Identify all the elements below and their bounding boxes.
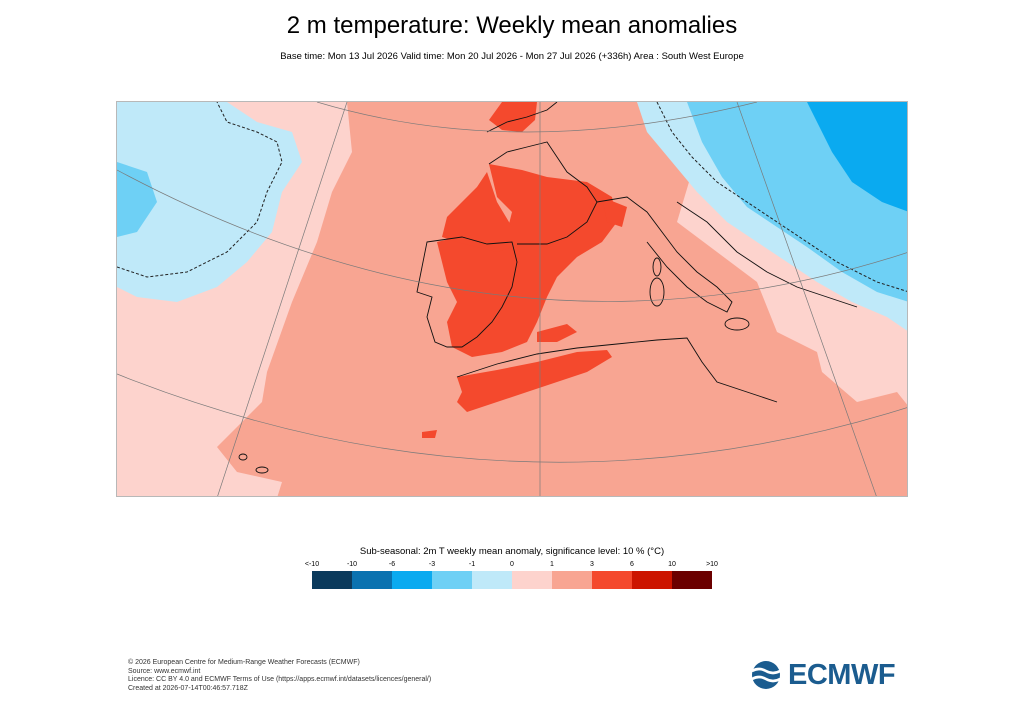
graticule-lat-2 — [117, 373, 907, 463]
anomaly-field-1-3 — [217, 102, 907, 496]
legend-tick: 10 — [668, 561, 676, 568]
legend-title: Sub-seasonal: 2m T weekly mean anomaly, … — [359, 546, 665, 557]
legend-tick: 0 — [510, 561, 514, 568]
anomaly-field-neg-atlantic-core — [117, 162, 157, 237]
anomaly-field-3-6-small — [422, 430, 437, 438]
coastline-iberia — [416, 236, 518, 348]
legend-tick: 3 — [590, 561, 594, 568]
legend-swatch — [632, 571, 672, 589]
coastline-north-africa — [456, 337, 778, 403]
footer-created: Created at 2026-07-14T00:46:57.718Z — [128, 684, 248, 692]
legend-swatch — [552, 571, 592, 589]
legend-swatch — [672, 571, 712, 589]
legend-swatch — [312, 571, 352, 589]
graticule-lat-3 — [316, 102, 758, 133]
anomaly-field-neg-east-core — [807, 102, 907, 212]
legend-swatch — [512, 571, 552, 589]
anomaly-field-3-6-iberia — [437, 164, 617, 357]
graticule-lon-3 — [736, 102, 877, 496]
legend-tick: -10 — [346, 561, 358, 568]
legend-swatch — [432, 571, 472, 589]
legend-swatch — [352, 571, 392, 589]
legend-swatch — [392, 571, 432, 589]
significance-contour-east — [656, 102, 907, 292]
graticule-lat-1 — [117, 169, 907, 302]
anomaly-field-3-6-north — [442, 172, 512, 252]
legend-swatch — [592, 571, 632, 589]
footer-copyright: © 2026 European Centre for Medium-Range … — [128, 659, 360, 666]
island-corsica — [652, 257, 662, 277]
legend-tick: 1 — [550, 561, 554, 568]
legend-swatch — [472, 571, 512, 589]
anomaly-map[interactable] — [116, 101, 908, 497]
anomaly-field-3-6-med — [537, 324, 577, 342]
legend-tick: <-10 — [304, 561, 320, 568]
legend-tick: >10 — [706, 561, 718, 568]
page-title: 2 m temperature: Weekly mean anomalies — [286, 12, 738, 39]
island-madeira — [238, 453, 248, 461]
footer-licence: Licence: CC BY 4.0 and ECMWF Terms of Us… — [128, 676, 432, 684]
anomaly-field-3-6-alps — [602, 197, 627, 227]
graticule-lon-1 — [217, 102, 348, 496]
color-legend — [312, 571, 712, 589]
legend-tick: -3 — [428, 561, 436, 568]
legend-tick: 6 — [630, 561, 634, 568]
island-canaries — [255, 466, 269, 474]
island-sicily — [724, 317, 750, 331]
coastline-balkans — [676, 201, 858, 308]
page-subtitle: Base time: Mon 13 Jul 2026 Valid time: M… — [280, 51, 744, 62]
legend-tick: -6 — [388, 561, 396, 568]
anomaly-field-3-6-maghreb — [457, 350, 612, 412]
legend-ticks: <-10 -10 -6 -3 -1 0 1 3 6 10 >10 — [305, 561, 718, 571]
anomaly-field-neg-atlantic — [117, 102, 302, 302]
significance-contour-atlantic — [117, 102, 283, 278]
ecmwf-logo-icon — [751, 661, 781, 689]
ecmwf-logo-text: ECMWF — [788, 658, 896, 691]
coastline-france — [488, 141, 598, 245]
footer-credits: © 2026 European Centre for Medium-Range … — [128, 659, 431, 693]
footer-source: Source: www.ecmwf.int — [128, 667, 201, 675]
coastline-italy — [596, 196, 733, 313]
legend-tick: -1 — [468, 561, 476, 568]
island-sardinia — [649, 277, 665, 307]
ecmwf-logo[interactable]: ECMWF — [748, 658, 896, 691]
coastline-britain — [486, 102, 558, 133]
